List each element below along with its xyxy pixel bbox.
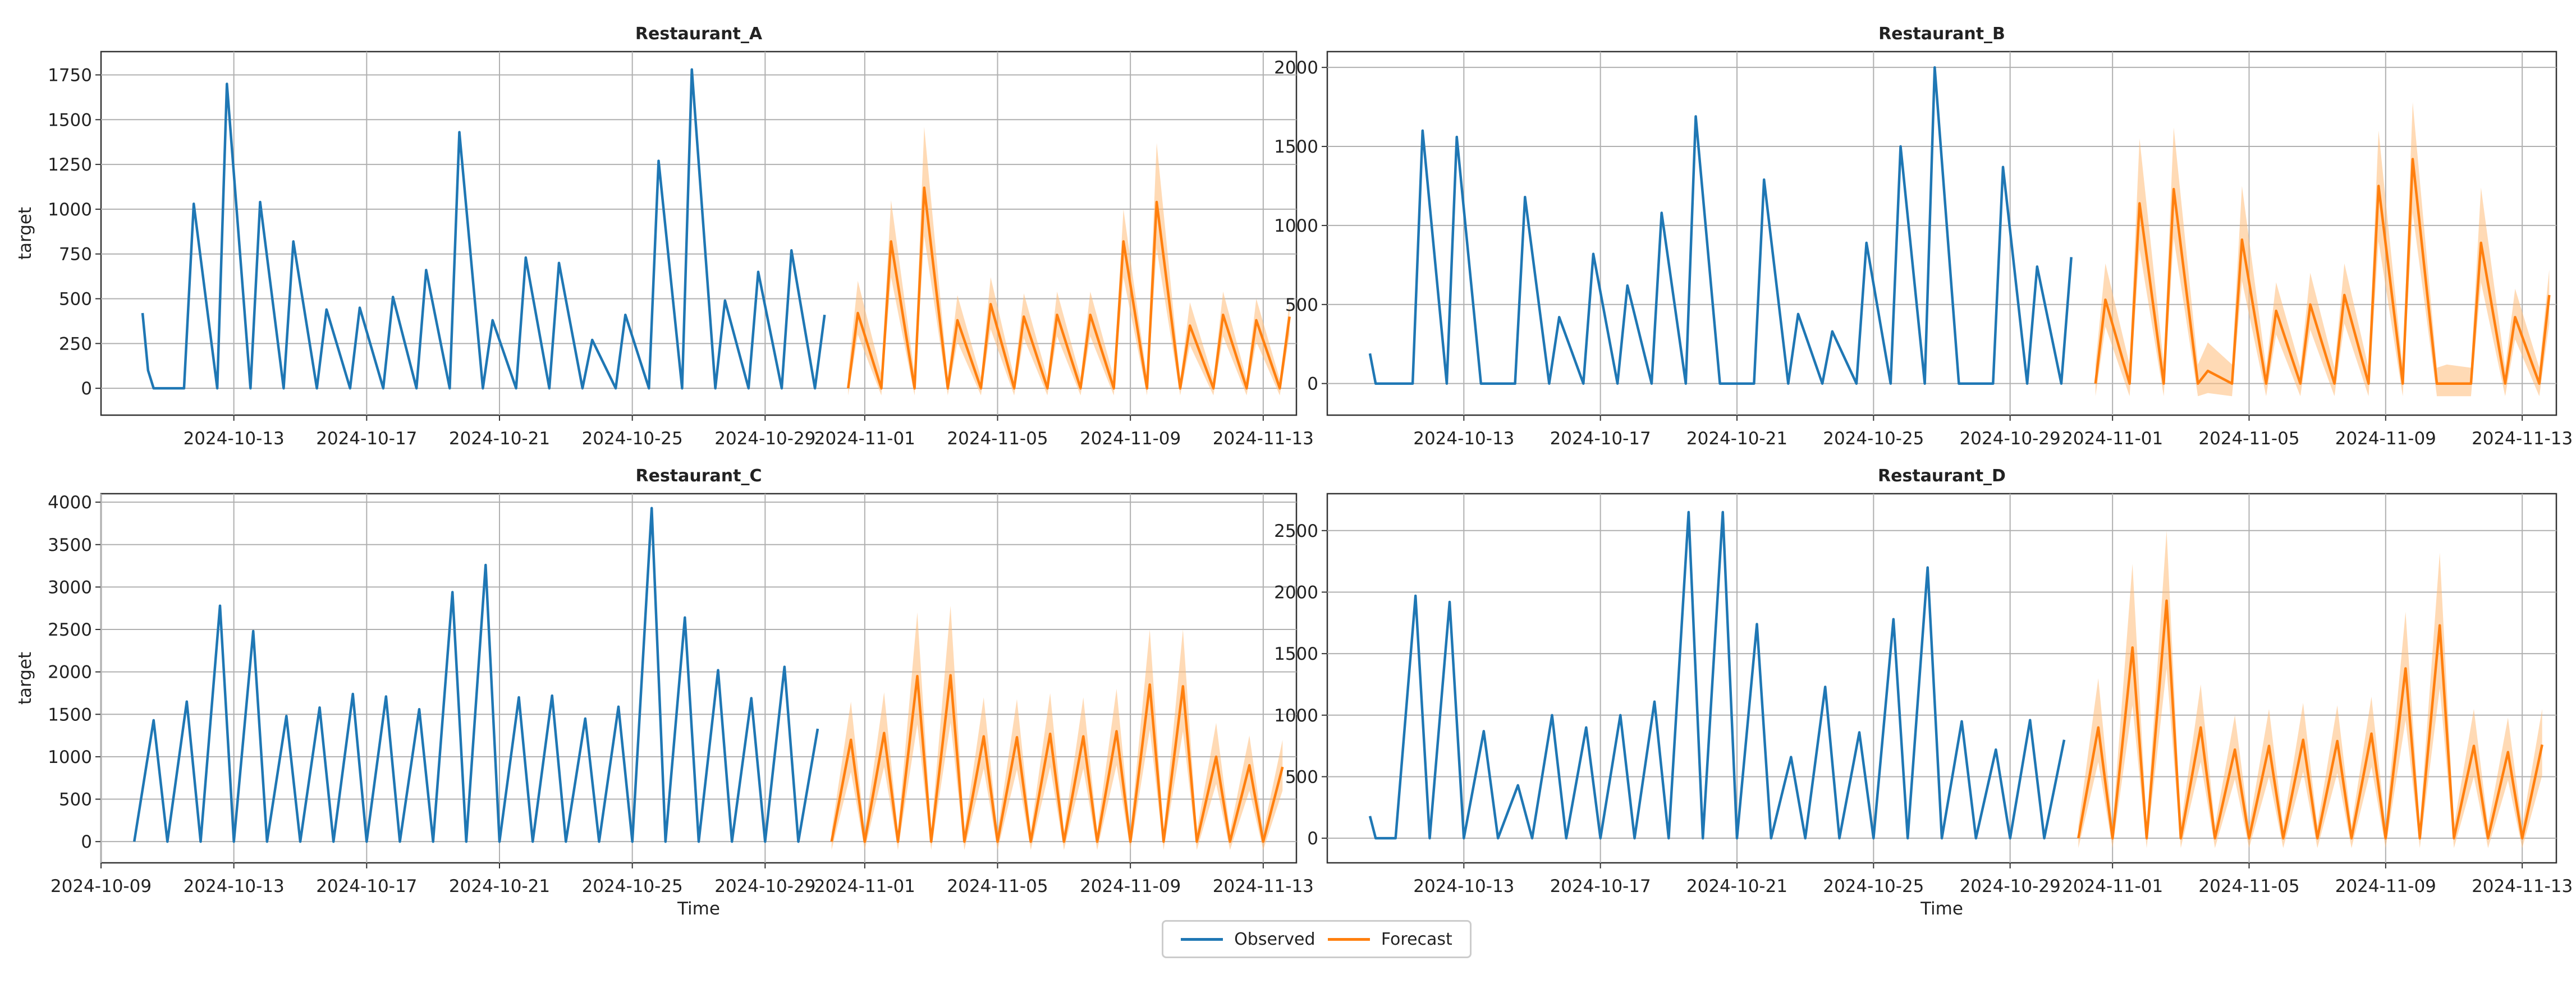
x-tick-label: 2024-10-29: [714, 876, 815, 896]
x-tick-label: 2024-10-09: [51, 876, 152, 896]
x-tick-label: 2024-10-13: [184, 429, 285, 449]
legend-label-observed: Observed: [1234, 929, 1315, 949]
x-tick-label: 2024-10-17: [1550, 429, 1651, 449]
x-tick-label: 2024-11-01: [2062, 429, 2163, 449]
x-tick-label: 2024-10-13: [1413, 429, 1514, 449]
x-tick-label: 2024-11-13: [1213, 429, 1314, 449]
chart-title: Restaurant_C: [636, 466, 762, 486]
x-tick-label: 2024-11-13: [2472, 876, 2573, 896]
legend-label-forecast: Forecast: [1381, 929, 1452, 949]
forecast-interval-band: [848, 127, 1290, 396]
x-tick-label: 2024-11-09: [2335, 876, 2436, 896]
y-tick-label: 1000: [48, 747, 92, 767]
legend-item-forecast: Forecast: [1327, 929, 1452, 949]
plot-area: [100, 493, 1298, 864]
forecast-series-line: [847, 186, 1291, 390]
x-tick-label: 2024-10-17: [316, 429, 417, 449]
y-tick-label: 1000: [48, 200, 92, 220]
y-tick-label: 3500: [48, 535, 92, 555]
x-tick-label: 2024-11-05: [2198, 429, 2299, 449]
observed-series-line: [132, 507, 819, 843]
y-tick-label: 500: [59, 289, 92, 310]
y-tick-label: 2500: [48, 620, 92, 640]
y-tick-label: 2500: [1274, 521, 1318, 541]
forecast-series-line: [2094, 158, 2551, 385]
y-tick-label: 1250: [48, 155, 92, 175]
forecast-series-line: [2077, 599, 2543, 840]
legend-swatch-observed: [1181, 937, 1223, 941]
x-tick-label: 2024-10-13: [1413, 876, 1514, 896]
forecast-series-line: [830, 674, 1284, 843]
legend-item-observed: Observed: [1181, 930, 1315, 949]
x-tick-label: 2024-10-25: [582, 876, 683, 896]
y-tick-label: 0: [1307, 829, 1318, 849]
y-tick-label: 2000: [1274, 58, 1318, 78]
y-tick-label: 500: [59, 790, 92, 810]
x-tick-label: 2024-10-17: [316, 876, 417, 896]
y-tick-label: 1500: [1274, 137, 1318, 157]
y-tick-label: 0: [81, 832, 92, 852]
x-tick-label: 2024-10-21: [449, 429, 550, 449]
x-tick-label: 2024-10-21: [449, 876, 550, 896]
x-tick-label: 2024-11-01: [2062, 876, 2163, 896]
y-tick-label: 1500: [1274, 644, 1318, 664]
chart-title: Restaurant_D: [1878, 466, 2006, 486]
x-tick-label: 2024-11-05: [2198, 876, 2299, 896]
x-tick-label: 2024-10-25: [1823, 429, 1924, 449]
y-tick-label: 3000: [48, 577, 92, 597]
y-tick-label: 250: [59, 334, 92, 354]
x-tick-label: 2024-11-13: [2472, 429, 2573, 449]
chart-panel: 0 500 1000 1500 2000 2024-10-13 2024-10-17 2024…: [1274, 24, 2573, 449]
y-tick-label: 0: [1307, 374, 1318, 394]
x-tick-label: 2024-11-09: [1080, 876, 1181, 896]
observed-series-line: [141, 68, 826, 390]
plot-area: [1326, 493, 2557, 864]
chart-panel: 0 500 1000 1500 2000 2500 3000 3500 4000 2024-10-…: [15, 466, 1314, 919]
y-axis-label: target: [15, 652, 35, 705]
chart-title: Restaurant_B: [1878, 24, 2005, 44]
legend-swatch-forecast: [1327, 937, 1370, 941]
observed-series-line: [1368, 66, 2073, 385]
x-tick-label: 2024-10-25: [1823, 876, 1924, 896]
chart-panel: 0 500 1000 1500 2000 2500 2024-10-13 2024-10-17…: [1274, 466, 2573, 919]
y-tick-label: 1000: [1274, 216, 1318, 236]
y-tick-label: 0: [81, 379, 92, 399]
x-tick-label: 2024-11-09: [2335, 429, 2436, 449]
x-tick-label: 2024-11-01: [814, 876, 915, 896]
y-tick-label: 2000: [48, 663, 92, 683]
y-tick-label: 4000: [48, 493, 92, 513]
chart-panel: 0 250 500 750 1000 1250 1500 1750 2024-10-13 2024…: [15, 24, 1314, 449]
y-tick-label: 1750: [48, 65, 92, 85]
x-tick-label: 2024-11-09: [1080, 429, 1181, 449]
chart-title: Restaurant_A: [635, 24, 763, 44]
x-tick-label: 2024-10-13: [184, 876, 285, 896]
x-axis-label: Time: [1920, 899, 1963, 919]
x-tick-label: 2024-10-29: [1960, 876, 2061, 896]
plot-area: [1326, 50, 2557, 416]
x-tick-label: 2024-10-29: [714, 429, 815, 449]
x-tick-label: 2024-10-17: [1550, 876, 1651, 896]
y-tick-label: 2000: [1274, 582, 1318, 603]
legend: Observed Forecast: [1162, 920, 1472, 958]
plot-area: [100, 50, 1298, 416]
x-tick-label: 2024-11-05: [947, 429, 1048, 449]
x-tick-label: 2024-10-29: [1960, 429, 2061, 449]
y-tick-label: 500: [1285, 767, 1318, 787]
y-tick-label: 1000: [1274, 706, 1318, 726]
y-tick-label: 1500: [48, 705, 92, 725]
x-tick-label: 2024-11-13: [1213, 876, 1314, 896]
x-tick-label: 2024-10-21: [1686, 429, 1787, 449]
y-tick-label: 750: [59, 245, 92, 265]
x-axis-label: Time: [677, 899, 720, 919]
x-tick-label: 2024-11-01: [814, 429, 915, 449]
x-tick-label: 2024-11-05: [947, 876, 1048, 896]
x-tick-label: 2024-10-21: [1686, 876, 1787, 896]
y-axis-label: target: [15, 207, 35, 260]
observed-series-line: [1368, 511, 2066, 840]
y-tick-label: 1500: [48, 110, 92, 130]
x-tick-label: 2024-10-25: [582, 429, 683, 449]
y-tick-label: 500: [1285, 295, 1318, 315]
forecast-interval-band: [2095, 102, 2550, 397]
